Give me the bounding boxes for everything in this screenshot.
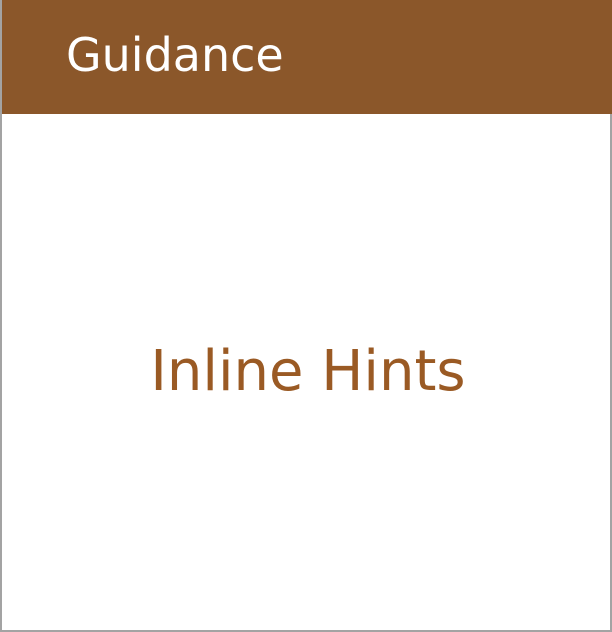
card-title: Guidance bbox=[66, 28, 284, 82]
card-header: Guidance bbox=[2, 0, 612, 114]
card-label: Inline Hints bbox=[150, 339, 466, 404]
card-body: Inline Hints bbox=[2, 114, 610, 630]
